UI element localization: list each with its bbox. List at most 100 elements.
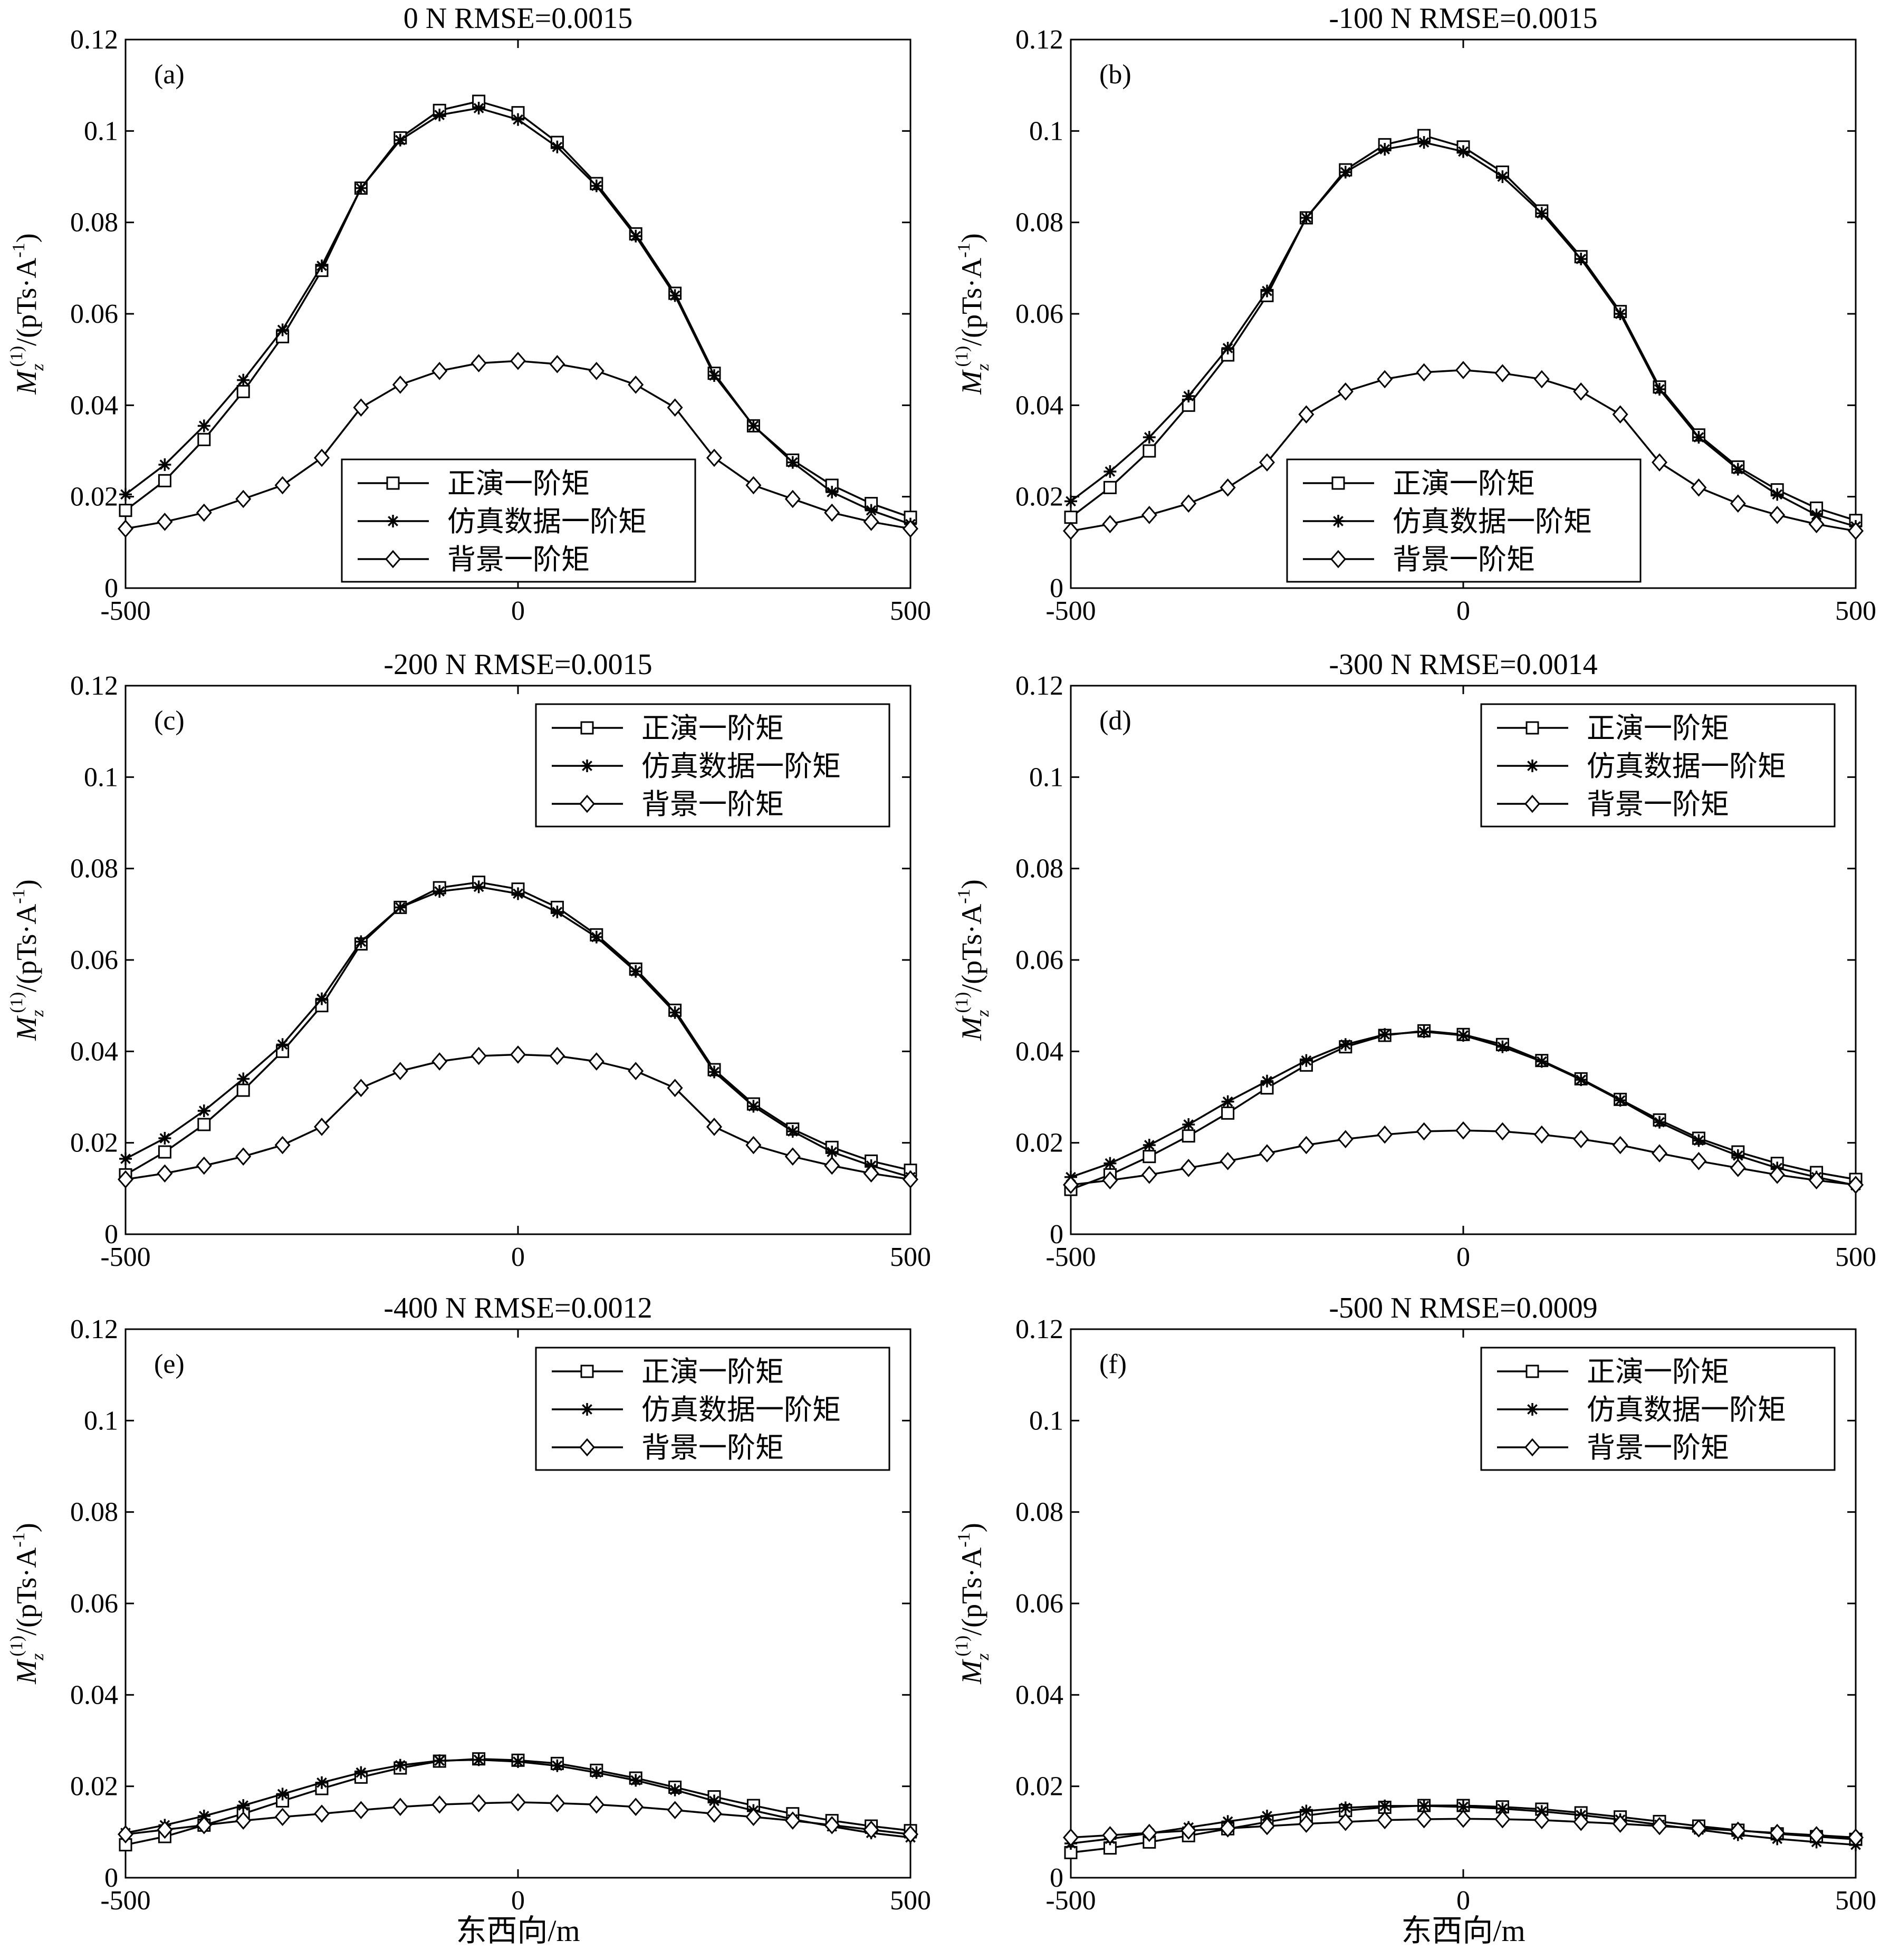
data-point-star — [1378, 143, 1392, 156]
data-point-diamond — [510, 1793, 526, 1812]
data-point-star — [1182, 390, 1195, 402]
legend-marker-square — [1526, 1365, 1539, 1378]
data-point-star — [590, 179, 603, 193]
data-point-diamond — [1377, 370, 1393, 389]
data-point-diamond — [1730, 1821, 1746, 1840]
data-point-diamond — [1494, 1122, 1511, 1141]
data-point-star — [472, 880, 485, 893]
data-point-diamond — [1573, 382, 1589, 401]
data-point-diamond — [549, 355, 565, 373]
data-point-diamond — [157, 1164, 173, 1183]
y-tick-label: 0.1 — [84, 762, 118, 792]
panel-label: (f) — [1099, 1349, 1127, 1379]
data-point-diamond — [1102, 1171, 1118, 1190]
data-point-diamond — [1652, 1817, 1667, 1836]
y-axis-label: Mz(1)/(pTs·A-1) — [7, 1523, 47, 1684]
data-point-star — [1300, 212, 1313, 224]
data-point-diamond — [1769, 1823, 1786, 1842]
data-point-star — [472, 102, 485, 114]
data-point-diamond — [1848, 522, 1864, 540]
y-tick-label: 0 — [1050, 1863, 1063, 1893]
data-point-diamond — [588, 1795, 605, 1814]
data-point-star — [1496, 1802, 1509, 1815]
y-label-unit-prefix: /(pTs·A — [956, 904, 987, 992]
data-point-diamond — [863, 1164, 879, 1183]
data-point-star — [786, 1125, 799, 1138]
data-point-star — [1339, 1038, 1352, 1051]
data-point-star — [1535, 207, 1548, 220]
panel-d: -300 N RMSE=0.0014 0 0.02 0.04 0.06 0.08 0.1 0.… — [952, 648, 1876, 1272]
data-point-diamond — [1259, 1144, 1275, 1162]
legend-entry: 仿真数据一阶矩 — [1393, 506, 1592, 537]
legend-marker-square — [580, 1365, 594, 1378]
data-point-star — [1261, 1074, 1273, 1088]
data-point-star — [237, 1072, 250, 1085]
data-point-diamond — [392, 1062, 408, 1080]
legend-marker-diamond — [1524, 794, 1540, 813]
y-tick-label: 0.02 — [70, 1772, 118, 1802]
data-point-star — [1417, 136, 1431, 149]
data-point-diamond — [1455, 361, 1471, 379]
data-point-diamond — [157, 1820, 173, 1839]
series-star — [119, 102, 917, 531]
data-point-diamond — [1298, 405, 1315, 424]
y-label-symbol: M — [11, 1659, 42, 1685]
data-point-diamond — [235, 1811, 252, 1830]
data-point-star — [826, 1146, 839, 1158]
x-tick-label: -500 — [1045, 1242, 1096, 1272]
legend-entry: 正演一阶矩 — [447, 468, 590, 499]
data-point-star — [1614, 308, 1627, 320]
data-point-star — [1300, 1054, 1313, 1067]
data-point-star — [1143, 431, 1156, 444]
y-tick-label: 0.06 — [1015, 299, 1063, 329]
data-point-star — [276, 1038, 289, 1051]
y-label-unit-prefix: /(pTs·A — [956, 258, 987, 346]
legend-entry: 仿真数据一阶矩 — [447, 506, 647, 537]
data-point-star — [1417, 1799, 1431, 1812]
data-point-star — [197, 1104, 210, 1117]
panel-label: (c) — [154, 706, 185, 736]
panel-a: 0 N RMSE=0.0015 0 0.02 0.04 0.06 0.08 0.1 0.12 -… — [7, 2, 931, 626]
series-star — [1064, 136, 1862, 533]
data-point-diamond — [196, 503, 212, 522]
y-tick-label: 0.12 — [1015, 1314, 1063, 1344]
data-point-diamond — [706, 1804, 722, 1823]
data-point-diamond — [784, 489, 801, 508]
data-point-diamond — [824, 1156, 840, 1175]
data-point-star — [786, 456, 799, 469]
data-point-diamond — [196, 1816, 212, 1834]
legend-entry: 仿真数据一阶矩 — [1587, 1394, 1786, 1426]
y-tick-label: 0.1 — [84, 116, 118, 146]
y-tick-label: 0.06 — [1015, 945, 1063, 975]
data-point-diamond — [1808, 1171, 1825, 1190]
data-point-diamond — [1141, 1823, 1157, 1842]
y-label-superscript: (1) — [7, 992, 26, 1013]
data-point-star — [1378, 1028, 1392, 1041]
panel-title: 0 N RMSE=0.0015 — [404, 2, 633, 35]
data-point-diamond — [1102, 1826, 1118, 1844]
data-point-star — [1731, 463, 1744, 476]
y-tick-label: 0.02 — [1015, 1772, 1063, 1802]
panel-label: (b) — [1099, 60, 1131, 90]
x-axis-label: 东西向/m — [1401, 1914, 1525, 1948]
legend-marker-diamond — [579, 1438, 595, 1457]
data-point-star — [1653, 1116, 1666, 1129]
legend-marker-star — [581, 760, 593, 772]
data-point-star — [747, 419, 760, 433]
data-point-diamond — [392, 376, 408, 394]
data-point-diamond — [745, 476, 762, 495]
data-point-diamond — [1181, 1821, 1197, 1840]
data-point-star — [1221, 1095, 1234, 1108]
legend-entry: 仿真数据一阶矩 — [641, 1394, 841, 1426]
data-point-diamond — [1652, 1144, 1667, 1162]
data-point-star — [1104, 1157, 1117, 1170]
panel-label: (e) — [154, 1349, 185, 1379]
data-point-diamond — [549, 1794, 565, 1813]
data-point-diamond — [1063, 522, 1079, 540]
data-point-diamond — [1141, 506, 1157, 524]
data-point-square — [1064, 511, 1078, 524]
y-label-superscript: (1) — [7, 1636, 26, 1657]
data-point-star — [315, 1776, 328, 1789]
y-label-subscript: z — [28, 363, 47, 371]
data-point-diamond — [1259, 453, 1275, 472]
